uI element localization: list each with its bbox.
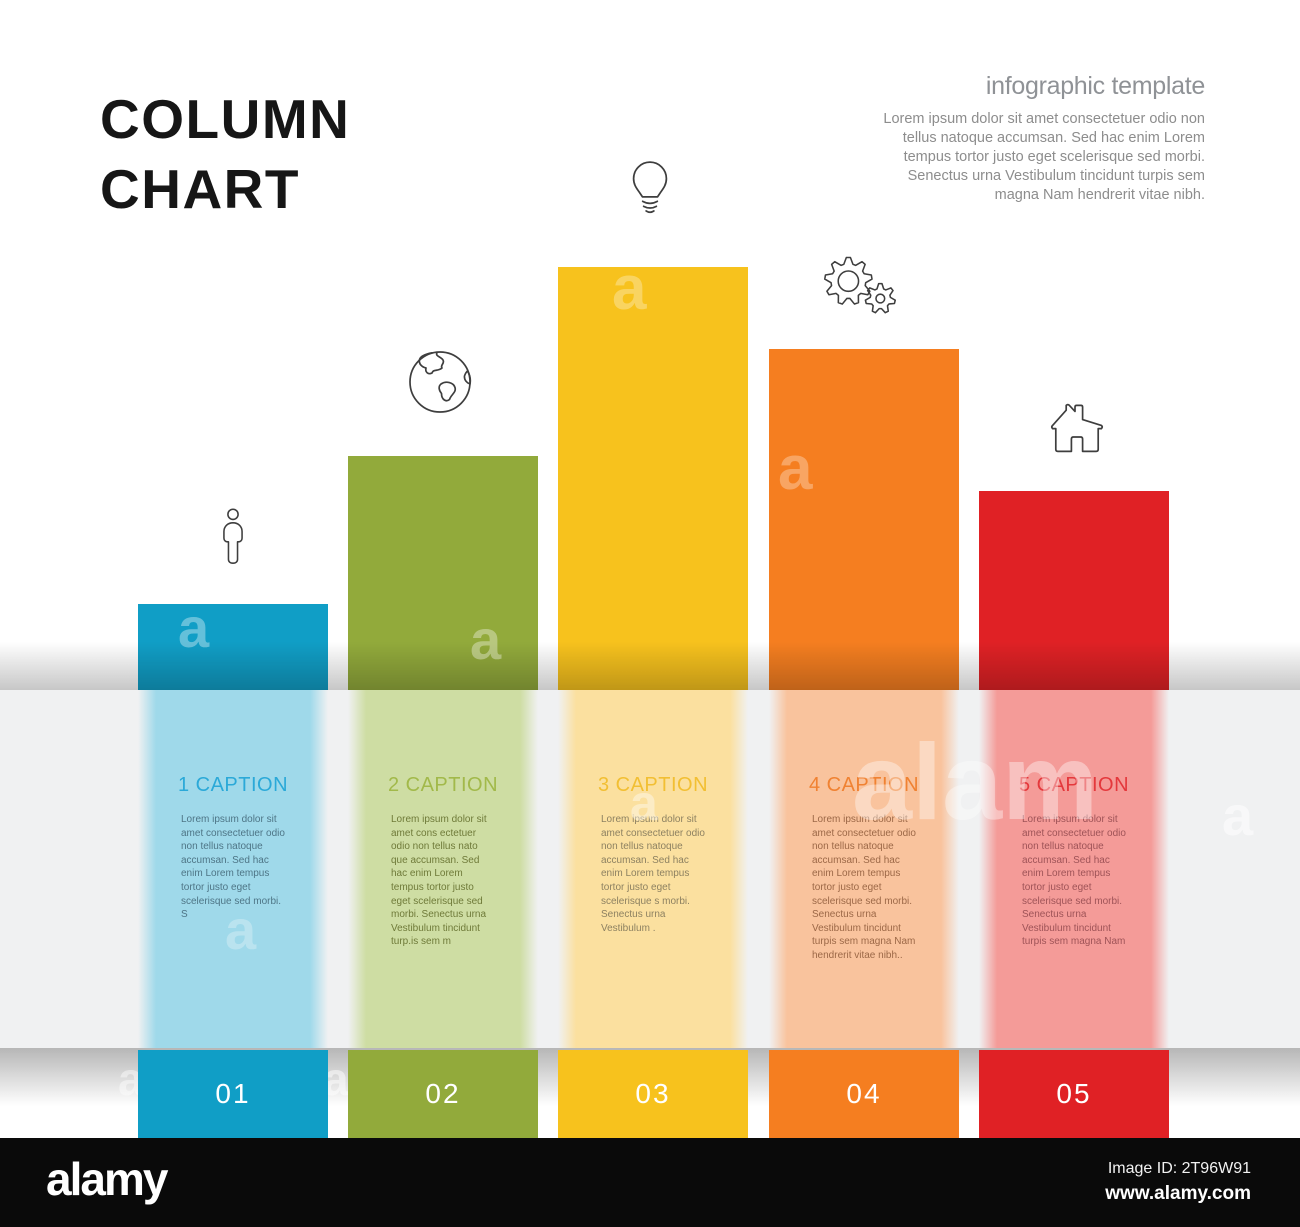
step-number-2: 02 xyxy=(425,1078,461,1109)
caption-panel-5: 5 CAPTION Lorem ipsum dolor sit amet con… xyxy=(979,690,1169,1048)
step-number-5: 05 xyxy=(1056,1078,1092,1109)
intro-body: Lorem ipsum dolor sit amet consectetuer … xyxy=(883,111,1205,203)
step-block-3: 03 xyxy=(558,1050,748,1138)
caption-title-2: 2 CAPTION xyxy=(387,774,499,796)
caption-panel-2: 2 CAPTION Lorem ipsum dolor sit amet con… xyxy=(348,690,538,1048)
footer-right-block: Image ID: 2T96W91 www.alamy.com xyxy=(1105,1160,1251,1205)
house-icon xyxy=(1039,397,1111,455)
intro-heading: infographic template xyxy=(985,72,1205,100)
step-block-2: 02 xyxy=(348,1050,538,1138)
step-number-3: 03 xyxy=(635,1078,671,1109)
lightbulb-icon xyxy=(623,157,677,231)
column-bar-1 xyxy=(138,604,328,690)
step-block-4: 04 xyxy=(769,1050,959,1138)
caption-title-3: 3 CAPTION xyxy=(597,774,709,796)
caption-body-4: Lorem ipsum dolor sit amet consectetuer … xyxy=(812,814,916,961)
caption-body-1: Lorem ipsum dolor sit amet consectetuer … xyxy=(181,814,285,921)
person-icon xyxy=(216,506,250,568)
gears-icon xyxy=(822,255,898,315)
step-block-1: 01 xyxy=(138,1050,328,1138)
alamy-url-text: www.alamy.com xyxy=(1105,1183,1251,1204)
page-title: COLUMN CHART xyxy=(100,84,350,224)
column-bar-2 xyxy=(348,456,538,690)
caption-body-5: Lorem ipsum dolor sit amet consectetuer … xyxy=(1022,814,1126,948)
alamy-footer-bar: alamy Image ID: 2T96W91 www.alamy.com xyxy=(0,1138,1300,1227)
page-title-line1: COLUMN xyxy=(100,88,351,150)
caption-body-2: Lorem ipsum dolor sit amet cons ectetuer… xyxy=(391,814,487,948)
caption-title-5: 5 CAPTION xyxy=(1018,774,1130,796)
step-number-4: 04 xyxy=(846,1078,882,1109)
caption-title-4: 4 CAPTION xyxy=(808,774,920,796)
image-id-text: Image ID: 2T96W91 xyxy=(1107,1160,1251,1177)
caption-body-3: Lorem ipsum dolor sit amet consectetuer … xyxy=(601,814,705,934)
step-block-5: 05 xyxy=(979,1050,1169,1138)
column-bar-3 xyxy=(558,267,748,690)
globe-icon xyxy=(405,347,475,417)
caption-panel-1: 1 CAPTION Lorem ipsum dolor sit amet con… xyxy=(138,690,328,1048)
caption-title-1: 1 CAPTION xyxy=(177,774,289,796)
intro-block: infographic template Lorem ipsum dolor s… xyxy=(883,72,1205,205)
column-bar-5 xyxy=(979,491,1169,690)
alamy-logo: alamy xyxy=(46,1153,168,1205)
caption-panel-3: 3 CAPTION Lorem ipsum dolor sit amet con… xyxy=(558,690,748,1048)
page-title-line2: CHART xyxy=(100,158,300,220)
step-number-1: 01 xyxy=(215,1078,251,1109)
caption-panel-4: 4 CAPTION Lorem ipsum dolor sit amet con… xyxy=(769,690,959,1048)
column-bar-4 xyxy=(769,349,959,690)
band-top-shadow xyxy=(0,642,1300,690)
